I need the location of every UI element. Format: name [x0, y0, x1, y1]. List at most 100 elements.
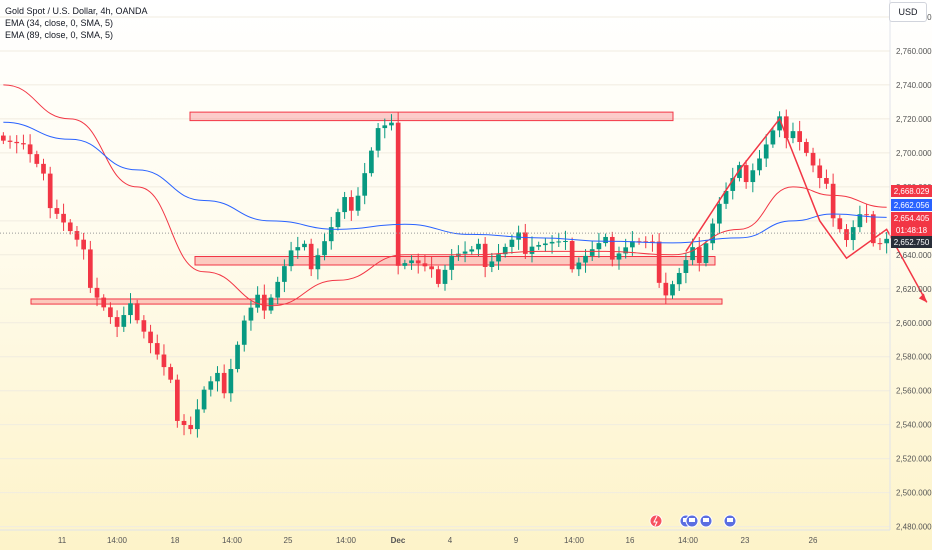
flag-glyph: [727, 518, 733, 522]
price-tag-bg: [891, 224, 932, 236]
candlesticks: [1, 109, 889, 438]
projection-path: [685, 117, 928, 303]
candle-body: [710, 223, 716, 244]
candle-body: [743, 165, 749, 183]
price-tick-label: 2,580.000: [896, 353, 932, 362]
price-tick-label: 2,620.000: [896, 285, 932, 294]
price-tick-label: 2,600.000: [896, 319, 932, 328]
candle-body: [261, 294, 267, 311]
candle-body: [730, 178, 736, 191]
candle-body: [790, 131, 796, 139]
candle-body: [7, 140, 13, 142]
candle-body: [81, 239, 86, 250]
candle-body: [128, 303, 133, 316]
candle-body: [844, 229, 849, 241]
candle-body: [375, 128, 381, 151]
time-tick-label: Dec: [391, 536, 406, 545]
economic-events: [649, 514, 737, 528]
candle-body: [302, 243, 307, 248]
candle-body: [27, 144, 33, 155]
price-tick-label: 2,560.000: [896, 387, 932, 396]
price-tag-label: 2,668.029: [894, 187, 930, 196]
candle-body: [308, 243, 314, 270]
candle-body: [241, 320, 247, 345]
currency-button[interactable]: USD: [889, 2, 927, 22]
price-tag-bg: [891, 199, 932, 211]
candle-body: [750, 170, 756, 183]
candle-body: [770, 130, 776, 145]
candle-body: [763, 144, 769, 159]
candle-body: [616, 253, 622, 260]
candle-body: [690, 247, 695, 261]
price-tag-bg: [891, 212, 932, 224]
candle-body: [603, 236, 608, 244]
candle-body: [824, 178, 829, 184]
ema34-legend[interactable]: EMA (34, close, 0, SMA, 5): [5, 18, 114, 28]
candle-body: [569, 240, 575, 270]
price-tag-label: 2,652.750: [894, 238, 930, 247]
candle-body: [630, 241, 635, 248]
candle-body: [556, 241, 562, 243]
candle-body: [409, 260, 414, 264]
ema89-legend[interactable]: EMA (89, close, 0, SMA, 5): [5, 30, 114, 40]
symbol-title[interactable]: Gold Spot / U.S. Dollar, 4h, OANDA: [5, 6, 148, 16]
candle-body: [288, 250, 294, 267]
candle-body: [161, 354, 167, 368]
candle-body: [489, 261, 495, 267]
candle-body: [108, 307, 113, 318]
candle-body: [168, 367, 173, 380]
candle-body: [783, 116, 789, 139]
candle-body: [34, 154, 40, 164]
candle-body: [47, 173, 53, 209]
time-tick-label: 26: [809, 536, 818, 545]
candle-body: [389, 122, 394, 126]
time-tick-label: 9: [514, 536, 519, 545]
price-zones: [30, 111, 723, 305]
candle-body: [362, 173, 368, 196]
candle-body: [643, 241, 649, 243]
price-tick-label: 2,740.000: [896, 81, 932, 90]
candle-body: [476, 243, 481, 250]
flag-icon: [723, 514, 737, 528]
time-tick-label: 23: [741, 536, 750, 545]
candle-body: [482, 243, 488, 267]
candle-body: [235, 344, 240, 370]
time-axis: 11 14:00 18 14:00 25 14:00 Dec 4 9 14:00 16 14:00 23…: [0, 529, 890, 545]
candle-body: [683, 260, 689, 273]
time-tick-label: 11: [58, 536, 67, 545]
price-tag: 2,662.056: [891, 199, 932, 211]
price-tag-bg: [891, 236, 932, 248]
candle-body: [295, 247, 301, 251]
time-tick-label: 14:00: [678, 536, 699, 545]
price-tag-label: 2,654.405: [894, 214, 930, 223]
candle-body: [529, 246, 535, 254]
candle-body: [850, 227, 856, 241]
candle-body: [61, 213, 66, 223]
price-tag: 2,668.029: [891, 185, 932, 197]
candle-body: [422, 263, 428, 267]
candle-body: [670, 284, 675, 296]
candle-body: [563, 240, 568, 242]
candle-body: [148, 331, 153, 344]
candle-body: [623, 247, 629, 254]
candle-body: [415, 260, 421, 264]
candle-body: [509, 239, 515, 247]
candle-body: [215, 372, 220, 382]
flag-glyph: [689, 518, 695, 522]
candle-body: [322, 241, 327, 256]
price-tick-label: 2,480.000: [896, 523, 932, 532]
price-tag: 2,654.405: [891, 212, 932, 224]
candle-body: [864, 214, 869, 216]
candle-body: [195, 409, 200, 430]
price-tick-label: 2,640.000: [896, 251, 932, 260]
time-tick-label: 14:00: [336, 536, 357, 545]
price-tag: 01:48:18: [891, 224, 932, 236]
candle-body: [549, 241, 555, 244]
time-tick-label: 4: [448, 536, 453, 545]
support-zone-upper: [194, 256, 716, 266]
candle-body: [228, 369, 234, 394]
price-tick-label: 2,540.000: [896, 421, 932, 430]
price-tick-label: 2,500.000: [896, 489, 932, 498]
price-tick-label: 2,700.000: [896, 149, 932, 158]
